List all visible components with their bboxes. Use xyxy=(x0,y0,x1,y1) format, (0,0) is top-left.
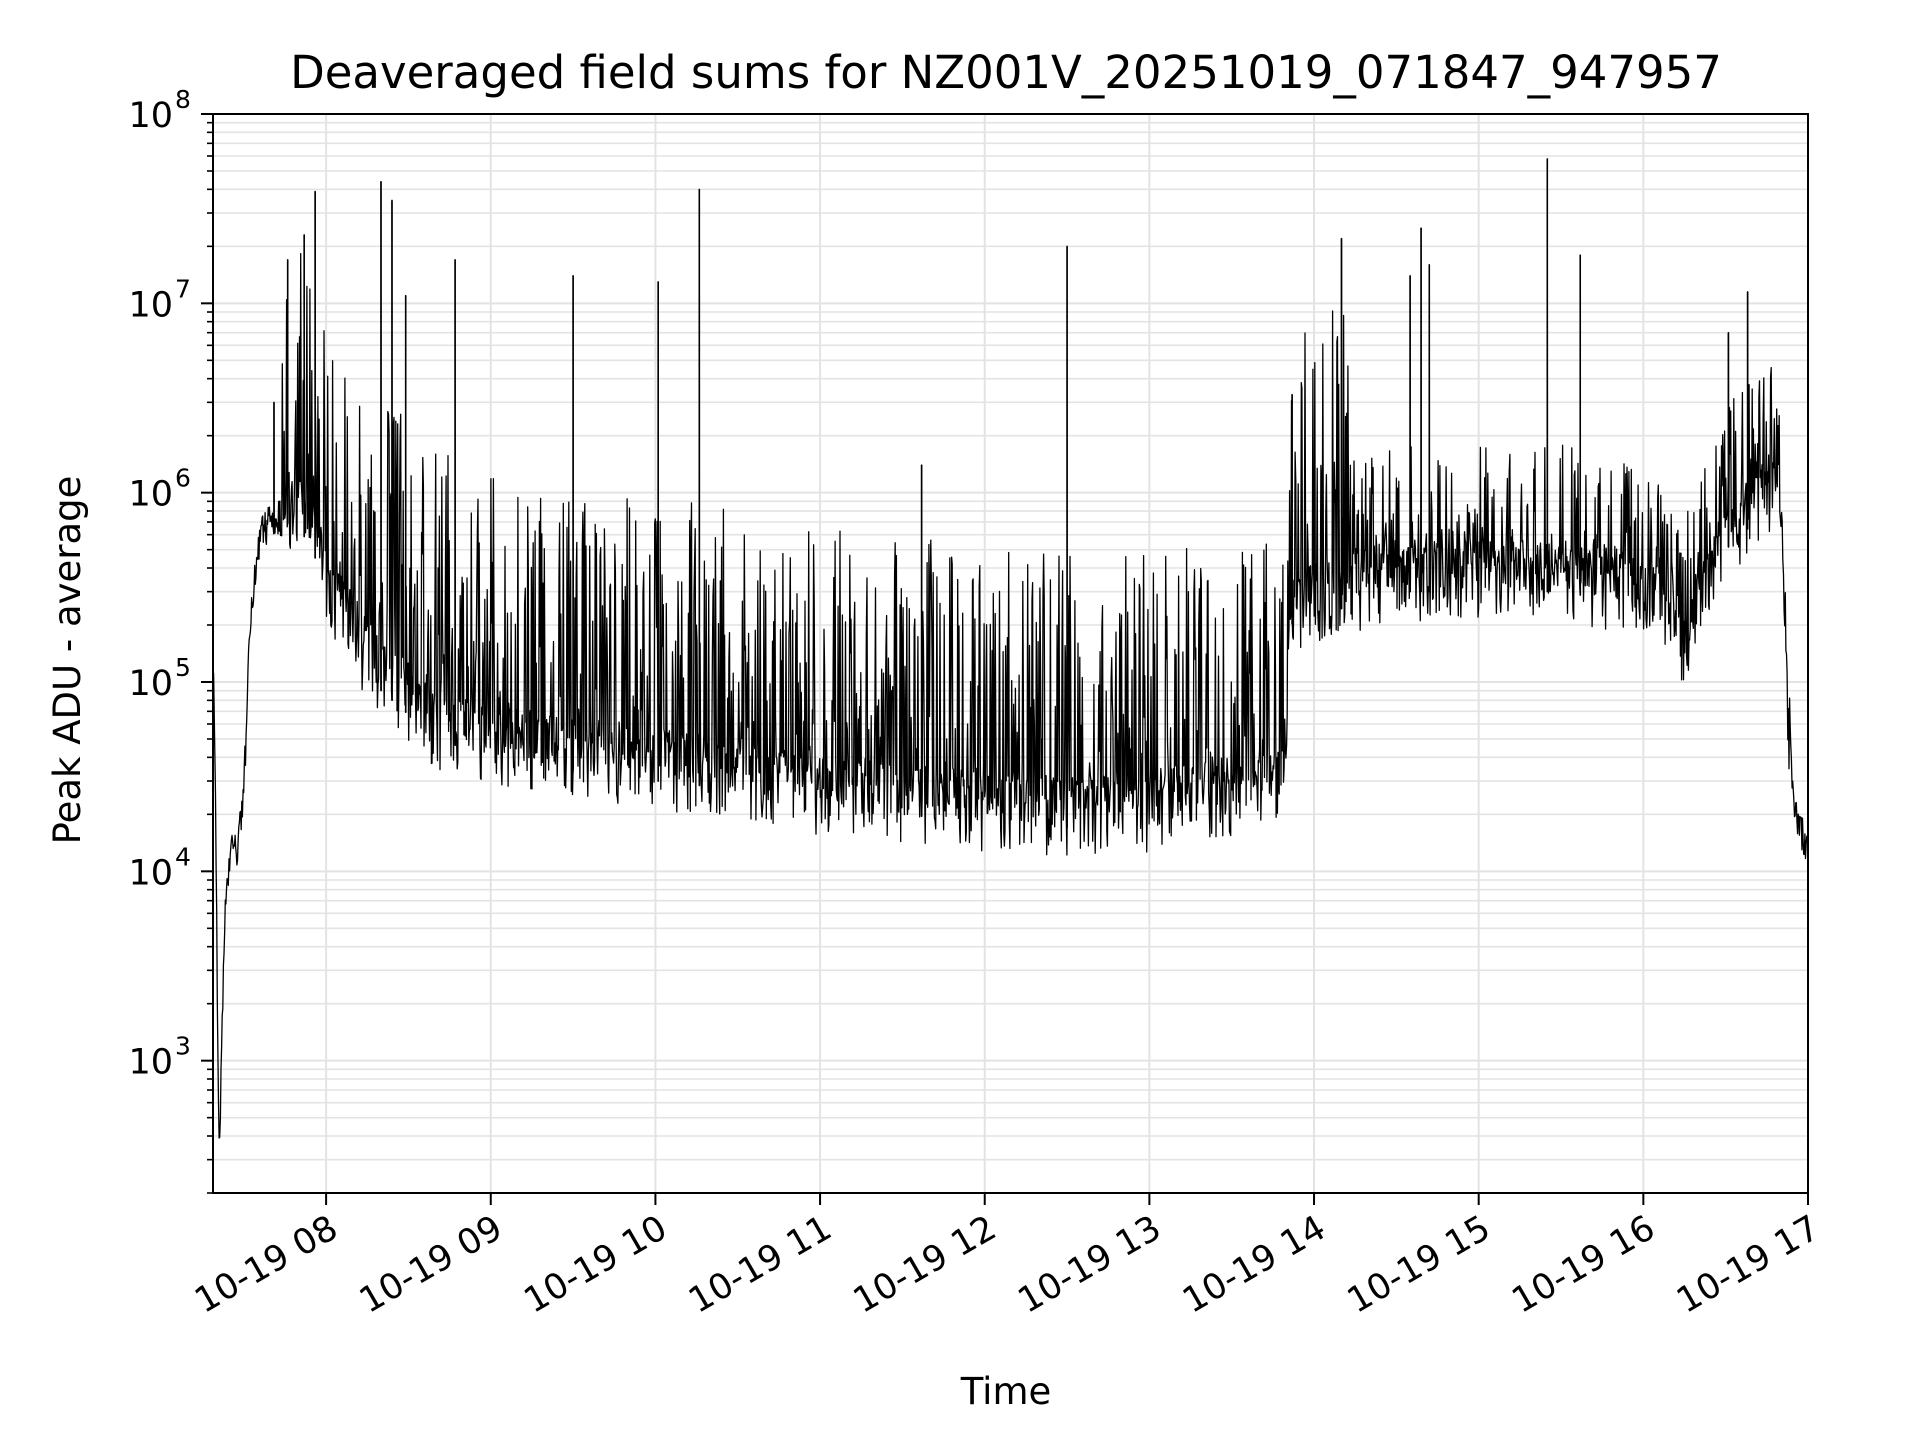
y-tick-label: 10 8 xyxy=(128,85,190,136)
y-tick-label: 10 4 xyxy=(128,842,190,893)
x-tick-label: 10-19 17 xyxy=(1670,1208,1826,1321)
x-axis-ticks: 10-19 08 10-19 09 10-19 10 10-19 11 10-19 12… xyxy=(188,1193,1827,1321)
x-tick-label: 10-19 10 xyxy=(518,1208,674,1321)
y-axis-label: Peak ADU - average xyxy=(46,476,89,845)
x-tick-label: 10-19 13 xyxy=(1012,1208,1168,1321)
axes-frame xyxy=(212,113,1809,1194)
x-axis-label: Time xyxy=(960,1370,1052,1413)
x-tick-label: 10-19 16 xyxy=(1506,1208,1662,1321)
y-tick-exponent: 3 xyxy=(175,1032,191,1061)
y-tick-base: 10 xyxy=(128,664,173,704)
x-tick-label: 10-19 09 xyxy=(353,1208,509,1321)
y-tick-exponent: 5 xyxy=(175,653,191,682)
y-tick-base: 10 xyxy=(128,853,173,893)
x-tick-label: 10-19 14 xyxy=(1176,1208,1332,1321)
x-tick-label: 10-19 12 xyxy=(847,1208,1003,1321)
y-tick-base: 10 xyxy=(128,1043,173,1083)
x-tick-label: 10-19 08 xyxy=(188,1208,344,1321)
y-tick-exponent: 8 xyxy=(175,85,191,114)
plot-frame xyxy=(212,113,1809,1194)
chart-title: Deaveraged field sums for NZ001V_2025101… xyxy=(290,46,1722,99)
y-tick-label: 10 5 xyxy=(128,653,190,704)
y-tick-label: 10 6 xyxy=(128,464,190,515)
y-tick-exponent: 4 xyxy=(175,842,191,871)
x-tick-label: 10-19 11 xyxy=(682,1208,838,1321)
series-line xyxy=(212,158,1809,1139)
y-tick-label: 10 3 xyxy=(128,1032,190,1083)
x-tick-label: 10-19 15 xyxy=(1341,1208,1497,1321)
series-path xyxy=(212,158,1809,1139)
grid-lines xyxy=(213,113,1809,1194)
y-tick-base: 10 xyxy=(128,96,173,136)
y-tick-base: 10 xyxy=(128,285,173,325)
y-tick-exponent: 7 xyxy=(175,274,191,303)
y-tick-exponent: 6 xyxy=(175,464,191,493)
y-tick-label: 10 7 xyxy=(128,274,190,325)
y-tick-base: 10 xyxy=(128,475,173,515)
